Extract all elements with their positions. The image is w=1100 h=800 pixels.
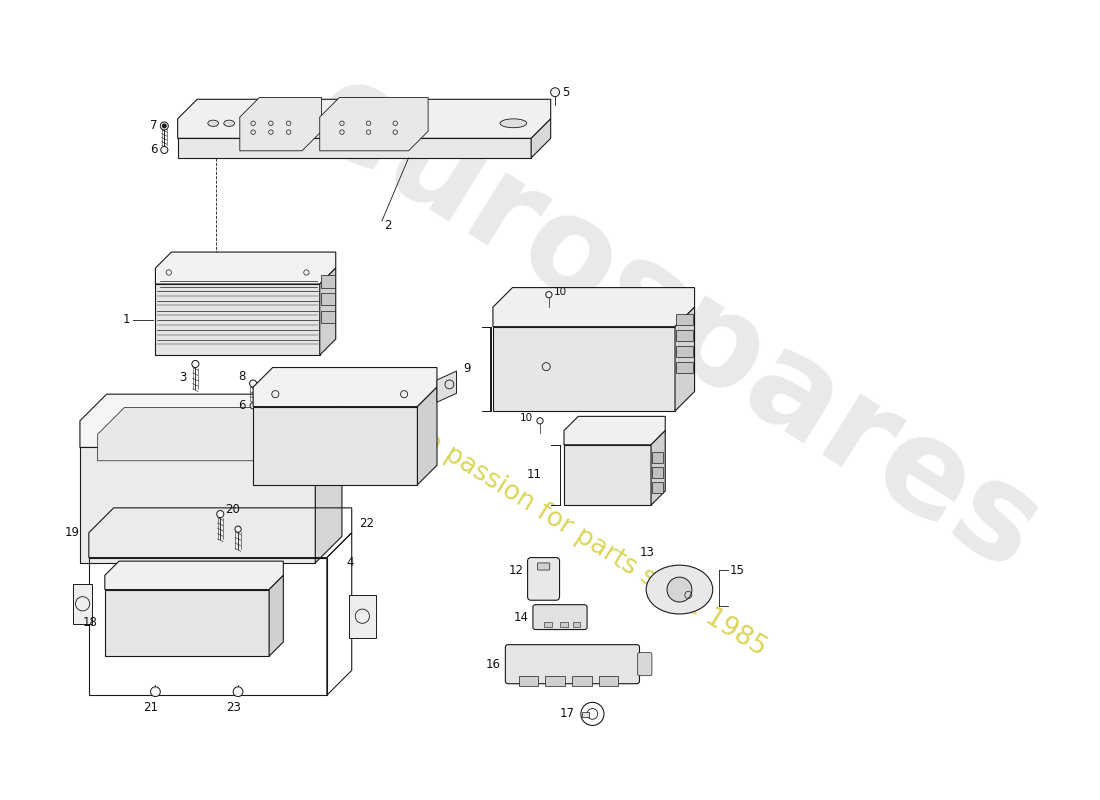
Circle shape	[161, 122, 168, 130]
Bar	[598, 676, 618, 686]
Bar	[546, 676, 565, 686]
Text: 17: 17	[560, 707, 574, 721]
Ellipse shape	[208, 120, 219, 126]
FancyBboxPatch shape	[537, 563, 550, 570]
Bar	[572, 676, 592, 686]
Bar	[675, 346, 693, 357]
FancyBboxPatch shape	[638, 653, 652, 676]
FancyBboxPatch shape	[528, 558, 560, 600]
Bar	[320, 310, 334, 323]
Polygon shape	[531, 119, 551, 158]
Bar	[320, 293, 334, 306]
Bar	[652, 482, 663, 493]
Polygon shape	[177, 99, 551, 138]
Polygon shape	[417, 387, 437, 485]
Bar	[675, 314, 693, 325]
Circle shape	[250, 380, 256, 387]
Text: 3: 3	[179, 370, 187, 384]
Polygon shape	[675, 307, 694, 411]
Text: a passion for parts since 1985: a passion for parts since 1985	[419, 429, 771, 662]
Bar	[320, 275, 334, 287]
Text: 22: 22	[359, 518, 374, 530]
Bar	[573, 622, 580, 627]
Text: 13: 13	[639, 546, 654, 558]
Text: 10: 10	[520, 413, 532, 423]
Polygon shape	[270, 575, 284, 656]
Polygon shape	[651, 430, 666, 505]
Polygon shape	[98, 407, 324, 461]
Polygon shape	[316, 421, 342, 563]
Text: 4: 4	[346, 557, 354, 570]
Polygon shape	[104, 561, 284, 590]
Bar	[652, 467, 663, 478]
Circle shape	[161, 146, 168, 154]
Circle shape	[250, 402, 256, 409]
Bar	[582, 712, 588, 717]
Ellipse shape	[646, 565, 713, 614]
Text: 12: 12	[509, 563, 524, 577]
Circle shape	[151, 687, 161, 697]
Circle shape	[233, 687, 243, 697]
Text: 21: 21	[143, 701, 158, 714]
Bar	[519, 676, 538, 686]
Polygon shape	[240, 98, 321, 151]
Bar	[560, 622, 568, 627]
Circle shape	[163, 124, 166, 128]
FancyBboxPatch shape	[532, 605, 587, 630]
Polygon shape	[564, 416, 666, 445]
Circle shape	[217, 510, 223, 518]
Circle shape	[235, 526, 241, 532]
Polygon shape	[155, 252, 336, 284]
Text: 8: 8	[239, 370, 246, 383]
Ellipse shape	[223, 120, 234, 126]
Bar	[349, 595, 376, 638]
Polygon shape	[177, 138, 531, 158]
Circle shape	[546, 291, 552, 298]
Text: 9: 9	[463, 362, 471, 375]
Text: 19: 19	[65, 526, 80, 539]
Text: 14: 14	[514, 610, 528, 624]
Polygon shape	[253, 406, 417, 485]
Polygon shape	[493, 287, 694, 326]
Text: eurospares: eurospares	[287, 48, 1063, 598]
Circle shape	[667, 577, 692, 602]
Bar	[544, 622, 551, 627]
Polygon shape	[320, 98, 428, 151]
Polygon shape	[104, 590, 270, 656]
Circle shape	[191, 361, 199, 367]
Text: 6: 6	[150, 143, 157, 157]
Polygon shape	[80, 394, 342, 447]
Bar	[675, 362, 693, 373]
Text: 1: 1	[123, 313, 131, 326]
Polygon shape	[493, 326, 675, 411]
Text: 10: 10	[554, 287, 568, 297]
Text: 11: 11	[527, 469, 542, 482]
Ellipse shape	[500, 119, 527, 128]
Text: 16: 16	[486, 658, 500, 670]
Polygon shape	[80, 447, 316, 563]
Polygon shape	[320, 268, 336, 355]
Text: 7: 7	[150, 119, 157, 133]
Polygon shape	[564, 445, 651, 505]
Text: 6: 6	[239, 399, 246, 412]
Bar	[73, 584, 92, 624]
Bar	[675, 330, 693, 341]
Text: 5: 5	[562, 86, 570, 98]
Text: 18: 18	[82, 616, 98, 629]
Circle shape	[537, 418, 543, 424]
Text: 15: 15	[730, 563, 745, 577]
Polygon shape	[437, 371, 456, 402]
FancyBboxPatch shape	[505, 645, 639, 684]
Bar	[652, 452, 663, 462]
Text: 2: 2	[384, 219, 392, 232]
Circle shape	[551, 88, 560, 97]
Text: 20: 20	[224, 503, 240, 516]
Text: 23: 23	[227, 701, 241, 714]
Polygon shape	[155, 284, 320, 355]
Polygon shape	[253, 367, 437, 406]
